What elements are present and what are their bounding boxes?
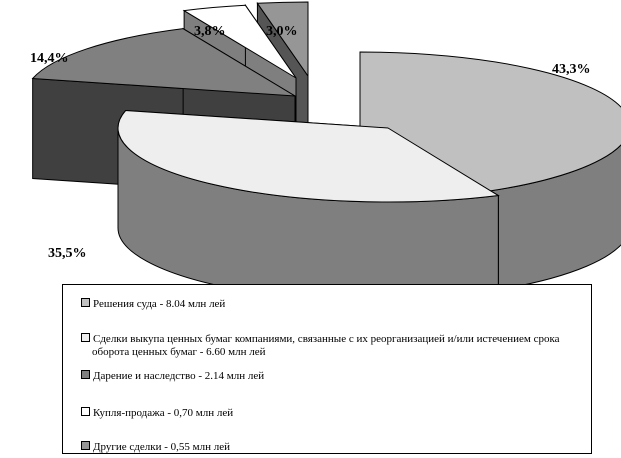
legend-item-purchase: Купля-продажа - 0,70 млн лей: [81, 407, 581, 420]
legend-swatch-other: [81, 441, 90, 450]
legend-label-other: Другие сделки - 0,55 млн лей: [93, 441, 230, 453]
pct-label-buyback: 35,5%: [48, 246, 87, 261]
slice-top-other: [256, 1, 309, 78]
pct-label-purchase: 3,8%: [194, 24, 226, 39]
legend-item-gift: Дарение и наследство - 2.14 млн лей: [81, 370, 581, 383]
pct-label-other: 3,0%: [266, 24, 298, 39]
slice-top-purchase: [182, 4, 297, 79]
legend-swatch-purchase: [81, 407, 90, 416]
legend-item-buyback: Сделки выкупа ценных бумаг компаниями, с…: [81, 333, 581, 359]
pct-label-gift: 14,4%: [30, 51, 69, 66]
slice-top-buyback: [117, 109, 500, 203]
legend-swatch-buyback: [81, 333, 90, 342]
legend-label-purchase: Купля-продажа - 0,70 млн лей: [93, 407, 234, 419]
legend-swatch-gift: [81, 370, 90, 379]
legend: Решения суда - 8.04 млн лей Сделки выкуп…: [62, 284, 592, 454]
slice-top-gift: [31, 28, 296, 97]
legend-label-buyback: Сделки выкупа ценных бумаг компаниями, с…: [92, 333, 560, 358]
pct-label-court: 43,3%: [552, 62, 591, 77]
legend-item-other: Другие сделки - 0,55 млн лей: [81, 441, 581, 454]
legend-label-gift: Дарение и наследство - 2.14 млн лей: [93, 370, 265, 382]
legend-swatch-court: [81, 298, 90, 307]
legend-item-court: Решения суда - 8.04 млн лей: [81, 298, 581, 311]
legend-label-court: Решения суда - 8.04 млн лей: [93, 298, 226, 310]
